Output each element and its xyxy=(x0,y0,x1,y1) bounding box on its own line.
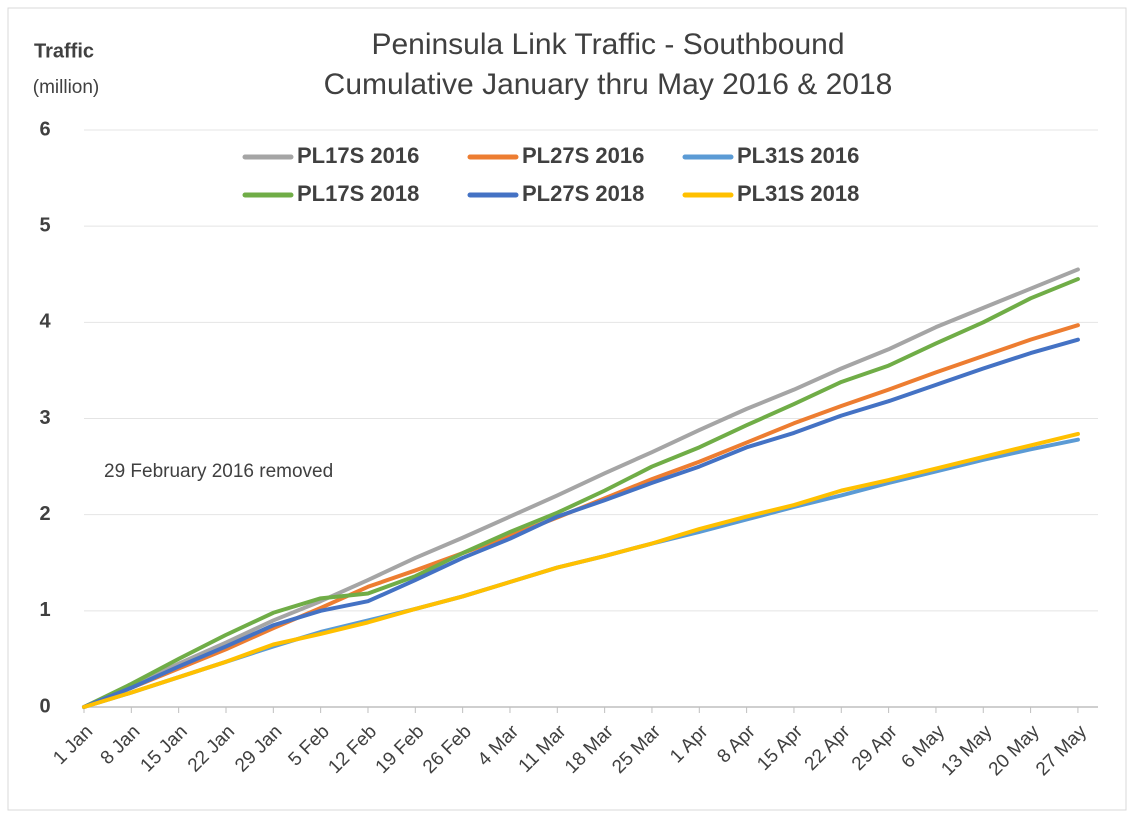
annotation: 29 February 2016 removed xyxy=(104,461,333,482)
legend-label: PL31S 2016 xyxy=(737,143,859,168)
series-line xyxy=(82,431,1080,709)
y-tick-label: 1 xyxy=(39,599,50,621)
series-line xyxy=(82,337,1080,709)
legend-label: PL27S 2016 xyxy=(522,143,644,168)
chart-subtitle: Cumulative January thru May 2016 & 2018 xyxy=(324,68,893,101)
legend-label: PL17S 2018 xyxy=(297,181,419,206)
y-axis-label: Traffic xyxy=(34,40,94,62)
y-tick-label: 3 xyxy=(39,407,50,429)
series-line xyxy=(82,267,1080,709)
y-tick-label: 2 xyxy=(39,503,50,525)
chart-frame xyxy=(7,7,1127,811)
legend-label: PL31S 2018 xyxy=(737,181,859,206)
y-tick-label: 5 xyxy=(39,214,50,236)
series-line xyxy=(82,277,1080,709)
y-axis-unit: (million) xyxy=(33,77,100,98)
legend-label: PL27S 2018 xyxy=(522,181,644,206)
y-tick-label: 0 xyxy=(39,695,50,717)
legend-label: PL17S 2016 xyxy=(297,143,419,168)
y-tick-label: 6 xyxy=(39,118,50,140)
chart-title: Peninsula Link Traffic - Southbound xyxy=(371,28,844,61)
y-tick-label: 4 xyxy=(39,311,51,333)
